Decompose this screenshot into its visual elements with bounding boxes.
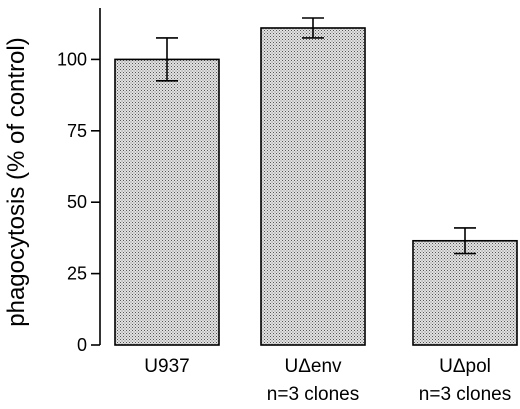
bar [412, 239, 518, 346]
x-tick-label: UΔpol [439, 356, 491, 377]
error-bar [302, 17, 324, 39]
error-bars [156, 17, 476, 255]
x-tick-label: U937 [144, 356, 189, 377]
y-tick-label: 75 [67, 121, 87, 141]
bar [260, 27, 366, 346]
y-tick-label: 50 [67, 192, 87, 212]
y-axis-label: phagocytosis (% of control) [3, 37, 30, 326]
x-tick-sublabel: n=3 clones [267, 384, 359, 405]
x-tick-sublabel: n=3 clones [419, 384, 511, 405]
category-labels: U937 UΔenv n=3 clones UΔpol n=3 clones [144, 356, 511, 405]
y-tick-label: 0 [77, 335, 87, 355]
y-tick-label: 100 [57, 49, 87, 69]
error-bar [454, 227, 476, 255]
bar [114, 58, 220, 346]
error-bar [156, 37, 178, 82]
y-ticks: 0 25 50 75 100 [57, 49, 100, 355]
bars [114, 27, 518, 346]
y-tick-label: 25 [67, 264, 87, 284]
x-tick-label: UΔenv [284, 356, 342, 377]
